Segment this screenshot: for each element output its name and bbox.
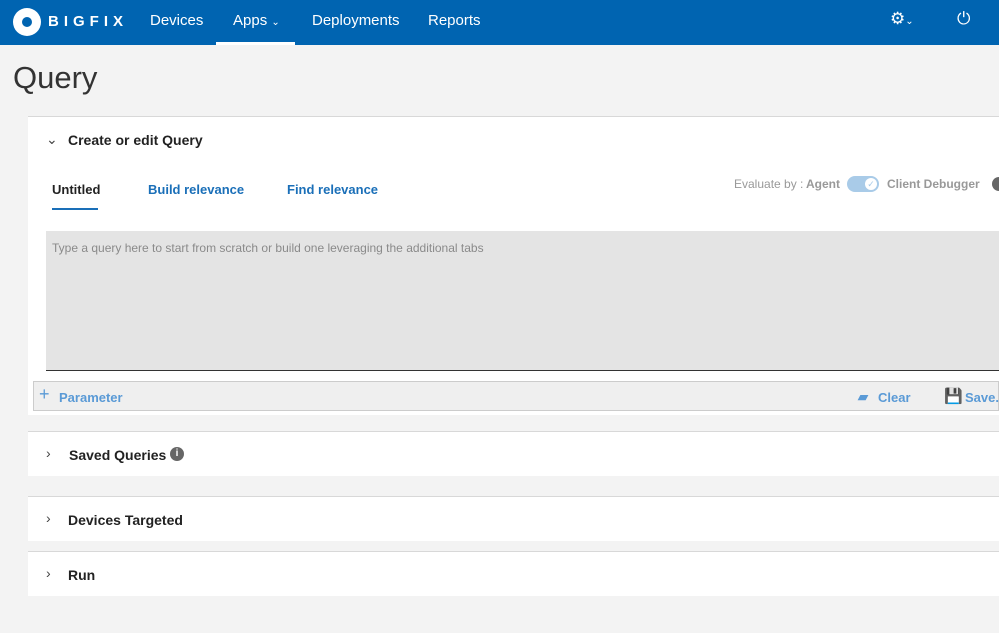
- panel-title[interactable]: Run: [68, 567, 96, 583]
- plus-icon[interactable]: +: [39, 384, 50, 404]
- saved-queries-panel: › Saved Queries i: [28, 431, 999, 476]
- save-button[interactable]: Save...: [965, 390, 999, 405]
- query-toolbar: + Parameter ▰ Clear 💾 Save...: [33, 381, 999, 411]
- evaluate-label: Evaluate by :: [734, 177, 804, 191]
- tab-find-relevance[interactable]: Find relevance: [287, 182, 379, 197]
- bigfix-logo-icon: [13, 8, 41, 36]
- chevron-right-icon[interactable]: ›: [46, 565, 51, 581]
- chevron-right-icon[interactable]: ›: [46, 445, 51, 461]
- client-debugger-label: Client Debugger: [887, 177, 980, 191]
- nav-reports[interactable]: Reports: [428, 12, 481, 29]
- nav-devices[interactable]: Devices: [150, 12, 204, 29]
- nav-apps-label: Apps: [233, 12, 268, 29]
- active-indicator: [216, 42, 295, 45]
- chevron-down-icon: ⌄: [271, 17, 280, 28]
- page-title: Query: [13, 60, 98, 95]
- query-input[interactable]: Type a query here to start from scratch …: [46, 231, 999, 371]
- panel-title[interactable]: Create or edit Query: [68, 132, 203, 148]
- info-icon[interactable]: i: [170, 447, 184, 461]
- chevron-down-icon[interactable]: ⌄: [46, 131, 58, 147]
- tab-underline: [52, 208, 98, 210]
- evaluate-toggle[interactable]: ✓: [847, 176, 879, 192]
- panel-title[interactable]: Saved Queries: [69, 447, 167, 463]
- agent-label: Agent: [806, 177, 840, 191]
- devices-targeted-panel: › Devices Targeted: [28, 496, 999, 541]
- chevron-right-icon[interactable]: ›: [46, 510, 51, 526]
- top-nav: BIGFIX Devices Apps ⌄ Deployments Report…: [0, 0, 999, 45]
- panel-title[interactable]: Devices Targeted: [68, 512, 183, 528]
- tab-untitled[interactable]: Untitled: [52, 182, 101, 197]
- power-icon[interactable]: ⏻: [957, 9, 971, 28]
- nav-apps[interactable]: Apps ⌄: [233, 12, 280, 29]
- brand: BIGFIX: [48, 13, 129, 30]
- tab-build-relevance[interactable]: Build relevance: [148, 182, 245, 197]
- info-icon[interactable]: [992, 177, 999, 191]
- check-icon: ✓: [865, 178, 877, 190]
- parameter-button[interactable]: Parameter: [59, 390, 123, 405]
- nav-deployments[interactable]: Deployments: [312, 12, 400, 29]
- eraser-icon[interactable]: ▰: [858, 389, 868, 404]
- save-icon[interactable]: 💾: [944, 388, 963, 405]
- clear-button[interactable]: Clear: [878, 390, 911, 405]
- gear-icon[interactable]: ⚙⌄: [890, 9, 914, 28]
- run-panel: › Run: [28, 551, 999, 596]
